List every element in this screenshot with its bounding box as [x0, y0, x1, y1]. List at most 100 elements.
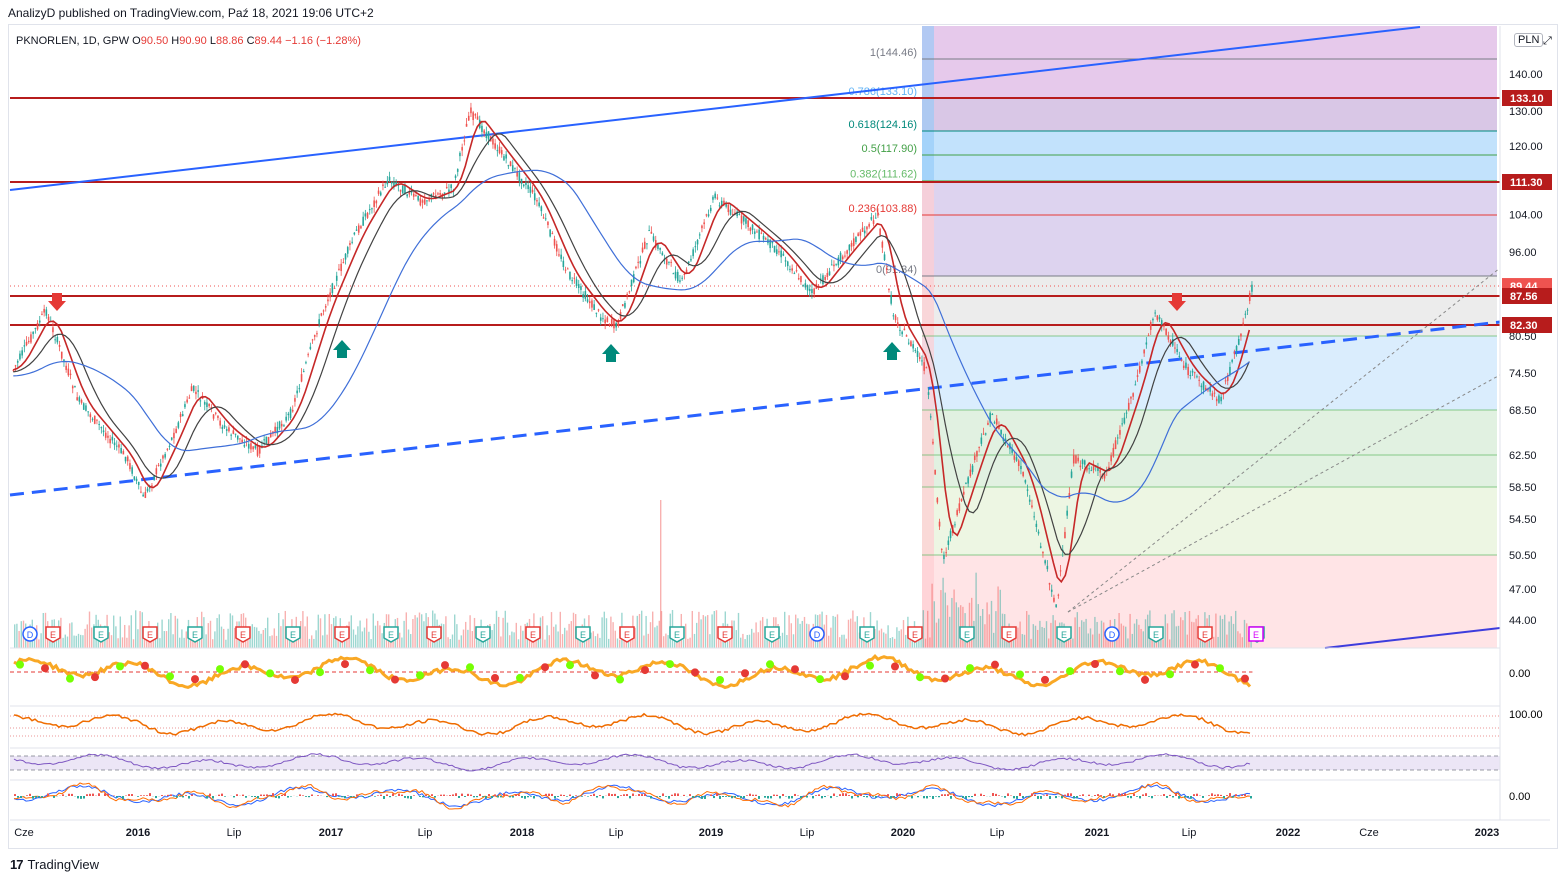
osc4-histogram-bar — [755, 794, 757, 796]
event-earnings-icon[interactable] — [285, 626, 301, 643]
volume-bar — [315, 630, 317, 648]
event-earnings-icon[interactable] — [45, 626, 61, 643]
candle-body — [118, 444, 120, 448]
volume-bar — [60, 617, 62, 648]
event-dividend-icon[interactable] — [22, 626, 38, 642]
candle-body — [861, 227, 864, 232]
event-earnings-icon[interactable] — [619, 626, 635, 643]
event-marker-label: E — [1061, 630, 1067, 640]
event-earnings-icon[interactable] — [907, 626, 923, 643]
event-earnings-icon[interactable] — [669, 626, 685, 643]
event-earnings-icon[interactable] — [959, 626, 975, 643]
candle-body — [558, 254, 560, 256]
event-earnings-icon[interactable] — [1001, 626, 1017, 643]
candle-body — [98, 424, 100, 426]
volume-bar — [379, 625, 381, 648]
osc1-dot — [991, 660, 999, 669]
candle-body — [1020, 465, 1022, 470]
volume-bar — [685, 623, 687, 648]
volume-bar — [850, 618, 852, 648]
volume-bar — [64, 634, 66, 648]
price-axis-tick: 120.00 — [1509, 141, 1543, 153]
event-earnings-icon[interactable] — [383, 626, 399, 643]
event-dividend-icon[interactable] — [1104, 626, 1120, 642]
volume-bar — [260, 633, 262, 648]
candle-body — [236, 435, 239, 440]
event-earnings-icon[interactable] — [1197, 626, 1213, 643]
osc4-histogram-bar — [764, 796, 766, 798]
event-earnings-icon[interactable] — [1056, 626, 1072, 643]
time-axis-tick: 2021 — [1085, 827, 1109, 839]
chart-container[interactable] — [8, 24, 1558, 849]
osc4-histogram-bar — [368, 796, 370, 797]
event-earnings-icon[interactable] — [426, 626, 442, 643]
candle-body — [929, 416, 932, 418]
osc2-axis-label: 100.00 — [1509, 709, 1543, 721]
time-axis-tick: Lip — [227, 827, 242, 839]
osc4-histogram-bar — [941, 794, 943, 796]
volume-bar — [460, 635, 462, 648]
candle-body — [795, 270, 798, 272]
price-axis-badge-label: 133.10 — [1510, 93, 1544, 105]
osc4-histogram-bar — [740, 796, 742, 799]
candle-body — [1048, 582, 1051, 585]
volume-bar — [218, 614, 220, 648]
currency-button[interactable]: PLN — [1514, 33, 1544, 47]
candle-body — [375, 200, 378, 204]
candle-body — [437, 193, 439, 195]
event-earnings-icon[interactable] — [334, 626, 350, 643]
candle-body — [214, 412, 217, 414]
volume-bar — [302, 611, 304, 648]
tradingview-brand[interactable]: 17 TradingView — [10, 857, 99, 872]
osc4-histogram-bar — [614, 793, 616, 796]
event-earnings-icon[interactable] — [525, 626, 541, 643]
volume-bar — [370, 639, 372, 648]
event-earnings-icon[interactable] — [475, 626, 491, 643]
osc1-dot — [1241, 674, 1249, 683]
osc1-dot — [791, 665, 799, 674]
volume-bar — [916, 636, 918, 648]
volume-bar — [924, 638, 927, 648]
volume-bar — [515, 622, 517, 648]
volume-bar — [1017, 627, 1019, 648]
event-earnings-icon[interactable] — [764, 626, 780, 643]
volume-bar — [856, 616, 858, 648]
osc1-dot — [116, 662, 124, 671]
event-earnings-icon[interactable] — [187, 626, 203, 643]
candle-body — [646, 243, 648, 245]
osc4-histogram-bar — [1148, 796, 1150, 797]
event-dividend-icon[interactable] — [809, 626, 825, 642]
volume-bar — [854, 621, 856, 648]
expand-icon[interactable]: ⤢ — [1543, 35, 1552, 47]
event-marker-label: E — [580, 630, 586, 640]
candle-body — [221, 426, 224, 430]
volume-bar — [1072, 638, 1074, 648]
time-axis-tick: 2018 — [510, 827, 534, 839]
candle-body — [690, 258, 692, 261]
event-earnings-icon[interactable] — [1148, 626, 1164, 643]
candle-body — [69, 373, 72, 376]
volume-bar — [797, 618, 799, 648]
volume-bar — [1131, 633, 1133, 648]
volume-bar — [326, 634, 328, 648]
event-upcoming-earnings-icon[interactable] — [1248, 626, 1264, 642]
candle-body — [1152, 318, 1154, 321]
event-earnings-icon[interactable] — [142, 626, 158, 643]
candle-body — [1099, 469, 1101, 473]
volume-bar — [220, 626, 223, 648]
volume-bar — [135, 610, 137, 648]
event-earnings-icon[interactable] — [859, 626, 875, 643]
osc4-histogram-bar — [128, 794, 130, 796]
event-earnings-icon[interactable] — [717, 626, 733, 643]
candle-body — [551, 233, 554, 235]
event-earnings-icon[interactable] — [93, 626, 109, 643]
volume-bar — [517, 639, 520, 648]
event-earnings-icon[interactable] — [575, 626, 591, 643]
osc4-histogram-bar — [935, 796, 937, 797]
osc4-histogram-bar — [122, 796, 124, 799]
volume-bar — [333, 617, 335, 648]
volume-bar — [258, 630, 260, 648]
event-earnings-icon[interactable] — [235, 626, 251, 643]
osc4-histogram-bar — [335, 793, 337, 796]
